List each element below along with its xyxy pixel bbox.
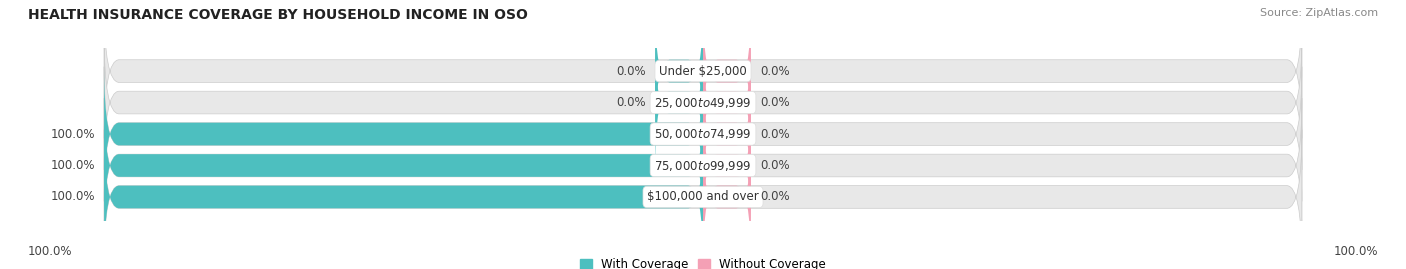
Text: 100.0%: 100.0% <box>51 159 96 172</box>
FancyBboxPatch shape <box>655 4 703 139</box>
Text: 0.0%: 0.0% <box>616 65 647 77</box>
Text: $100,000 and over: $100,000 and over <box>647 190 759 203</box>
FancyBboxPatch shape <box>104 98 1302 233</box>
Text: 0.0%: 0.0% <box>759 190 790 203</box>
FancyBboxPatch shape <box>104 67 1302 201</box>
FancyBboxPatch shape <box>104 98 703 233</box>
Text: 0.0%: 0.0% <box>759 128 790 140</box>
Text: $50,000 to $74,999: $50,000 to $74,999 <box>654 127 752 141</box>
Text: Under $25,000: Under $25,000 <box>659 65 747 77</box>
FancyBboxPatch shape <box>104 67 703 201</box>
FancyBboxPatch shape <box>104 4 1302 139</box>
Text: 100.0%: 100.0% <box>51 190 96 203</box>
FancyBboxPatch shape <box>703 98 751 233</box>
Text: $75,000 to $99,999: $75,000 to $99,999 <box>654 158 752 172</box>
Text: 100.0%: 100.0% <box>28 245 73 258</box>
Text: HEALTH INSURANCE COVERAGE BY HOUSEHOLD INCOME IN OSO: HEALTH INSURANCE COVERAGE BY HOUSEHOLD I… <box>28 8 529 22</box>
Text: 0.0%: 0.0% <box>759 65 790 77</box>
FancyBboxPatch shape <box>703 67 751 201</box>
FancyBboxPatch shape <box>104 130 703 264</box>
Legend: With Coverage, Without Coverage: With Coverage, Without Coverage <box>575 253 831 269</box>
FancyBboxPatch shape <box>703 35 751 170</box>
FancyBboxPatch shape <box>655 35 703 170</box>
Text: 100.0%: 100.0% <box>51 128 96 140</box>
FancyBboxPatch shape <box>104 35 1302 170</box>
Text: Source: ZipAtlas.com: Source: ZipAtlas.com <box>1260 8 1378 18</box>
Text: 100.0%: 100.0% <box>1333 245 1378 258</box>
FancyBboxPatch shape <box>703 130 751 264</box>
Text: 0.0%: 0.0% <box>759 96 790 109</box>
Text: 0.0%: 0.0% <box>616 96 647 109</box>
FancyBboxPatch shape <box>703 4 751 139</box>
Text: $25,000 to $49,999: $25,000 to $49,999 <box>654 95 752 109</box>
Text: 0.0%: 0.0% <box>759 159 790 172</box>
FancyBboxPatch shape <box>104 130 1302 264</box>
